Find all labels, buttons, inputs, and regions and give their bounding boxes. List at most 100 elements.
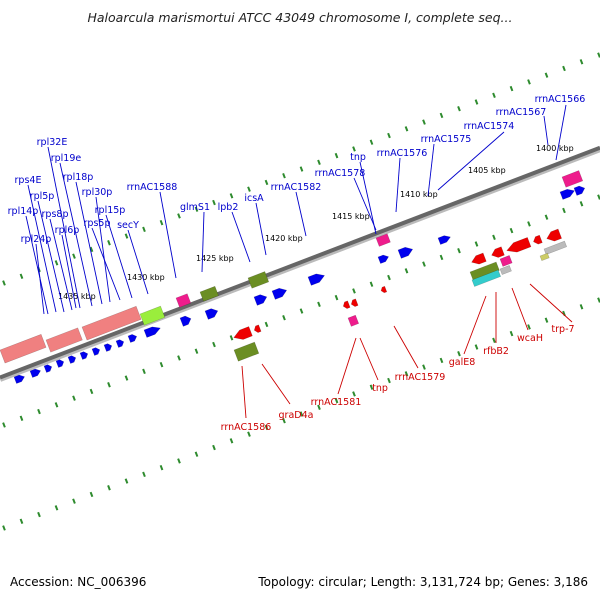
rrna-feature-shape — [561, 170, 584, 188]
gene-label: rrnAC1566 — [535, 94, 586, 105]
leader-line — [295, 191, 307, 237]
middle-tick — [89, 388, 94, 395]
leader-line — [359, 161, 377, 235]
forward-gene — [271, 287, 288, 300]
leader-line — [35, 243, 45, 315]
forward-gene-shape — [13, 374, 25, 384]
scale-label: 1415 kbp — [332, 212, 370, 221]
gene-label: rps5p — [84, 218, 111, 229]
reverse-gene-shape — [491, 246, 505, 258]
gene-label: rpl6p — [55, 225, 80, 236]
middle-tick — [264, 321, 269, 328]
gene-label: rrnAC1579 — [395, 372, 446, 383]
forward-gene — [43, 364, 53, 373]
leader-line — [231, 211, 251, 263]
upper-tick — [317, 159, 321, 166]
cds-feature — [247, 271, 270, 289]
leader-line — [25, 215, 49, 315]
scale-label: 1400 kbp — [536, 144, 574, 153]
gene-label: rrnAC1582 — [271, 182, 322, 193]
lower-tick — [544, 317, 549, 323]
forward-gene — [29, 368, 41, 378]
gene-label: rpl24p — [21, 234, 52, 245]
leader-line — [395, 157, 401, 213]
lower-tick — [264, 424, 269, 431]
lower-tick — [194, 451, 199, 457]
leader-line — [127, 229, 149, 295]
lower-tick — [509, 330, 514, 337]
gene-label: rps8p — [42, 209, 69, 220]
gene-label: glmS1 — [180, 202, 210, 213]
upper-tick — [2, 280, 6, 286]
forward-gene-shape — [115, 339, 125, 348]
forward-gene-shape — [29, 368, 41, 378]
middle-tick — [404, 268, 409, 274]
middle-tick — [369, 281, 374, 287]
lower-tick — [369, 384, 374, 390]
middle-tick — [159, 361, 164, 368]
middle-tick — [2, 422, 6, 428]
upper-tick — [282, 173, 286, 179]
reverse-gene — [491, 246, 505, 258]
rrna-feature — [175, 293, 192, 308]
gene-label: wcaH — [517, 333, 543, 344]
forward-gene-shape — [79, 351, 89, 360]
lower-tick — [474, 344, 479, 350]
leader-line — [437, 131, 505, 191]
upper-tick — [107, 240, 111, 246]
middle-tick — [334, 294, 339, 301]
leader-line — [543, 115, 549, 146]
forward-gene — [397, 246, 414, 259]
forward-gene — [377, 254, 389, 264]
gene-label: rps4E — [15, 175, 42, 186]
lower-tick — [527, 324, 531, 330]
rrna-feature — [499, 255, 513, 267]
leader-line — [393, 325, 419, 369]
gene-label: rrnAC1575 — [421, 134, 472, 145]
forward-gene — [13, 374, 25, 384]
lower-tick — [124, 478, 129, 484]
cds-feature — [499, 265, 512, 275]
lower-tick — [439, 357, 444, 364]
middle-tick — [492, 234, 496, 240]
upper-tick — [177, 213, 181, 219]
upper-tick — [404, 126, 409, 132]
upper-tick — [194, 206, 199, 212]
reverse-gene-shape — [533, 234, 543, 245]
forward-gene-shape — [204, 308, 219, 320]
lower-tick — [492, 337, 496, 343]
scale-label: 1420 kbp — [265, 234, 303, 243]
lower-tick — [562, 310, 566, 317]
cds-feature-shape — [471, 269, 501, 287]
gene-label: rpl32E — [37, 137, 68, 148]
scale-label: 1435 kbp — [58, 292, 96, 301]
upper-tick — [579, 59, 584, 65]
leader-line — [337, 337, 357, 395]
lower-tick — [19, 518, 24, 524]
reverse-gene — [471, 252, 487, 265]
rrna-operon-feature-shape — [81, 305, 142, 341]
reverse-gene-shape — [380, 285, 388, 294]
reverse-gene — [506, 237, 532, 253]
upper-tick — [142, 226, 146, 233]
lower-tick — [72, 498, 76, 504]
lower-tick — [54, 505, 59, 511]
upper-tick — [562, 65, 566, 72]
leader-line — [359, 337, 379, 381]
gene-label: rpl5p — [30, 191, 55, 202]
forward-gene — [143, 326, 161, 338]
middle-tick — [124, 375, 129, 381]
forward-gene-shape — [307, 273, 325, 286]
upper-tick — [299, 166, 304, 172]
lower-tick — [229, 438, 234, 444]
reverse-gene — [253, 324, 262, 333]
reverse-gene — [342, 300, 351, 309]
rrna-feature — [347, 314, 360, 327]
forward-gene-shape — [43, 364, 53, 373]
upper-tick — [509, 85, 514, 92]
map-title: Haloarcula marismortui ATCC 43049 chromo… — [87, 10, 513, 25]
upper-tick — [439, 112, 444, 119]
cds-feature-shape — [539, 252, 550, 261]
gene-label: graD4a — [279, 410, 314, 421]
